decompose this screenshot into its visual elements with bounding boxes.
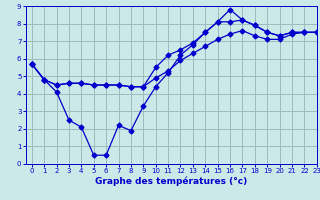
X-axis label: Graphe des températures (°c): Graphe des températures (°c) xyxy=(95,177,247,186)
